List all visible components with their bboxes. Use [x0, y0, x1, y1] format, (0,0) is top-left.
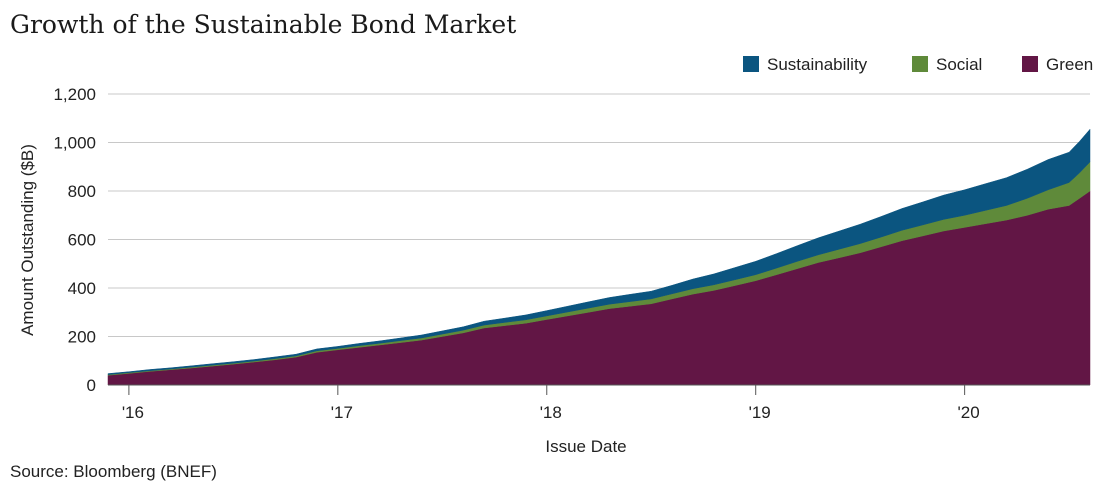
- y-tick-label: 0: [87, 376, 96, 395]
- source-note: Source: Bloomberg (BNEF): [10, 462, 217, 481]
- legend-swatch-social: [912, 56, 928, 72]
- legend-label-sustainability: Sustainability: [767, 55, 868, 74]
- y-tick-label: 200: [68, 328, 96, 347]
- legend-swatch-sustainability: [743, 56, 759, 72]
- y-tick-label: 1,000: [53, 134, 96, 153]
- plot-area: [107, 128, 1091, 386]
- legend-label-green: Green: [1046, 55, 1093, 74]
- x-axis-label: Issue Date: [545, 437, 626, 456]
- y-tick-label: 600: [68, 231, 96, 250]
- legend: Sustainability Social Green: [743, 55, 1093, 74]
- y-tick-label: 1,200: [53, 85, 96, 104]
- y-axis: 0 200 400 600 800 1,000 1,200: [53, 85, 96, 395]
- area-sustainability: [107, 128, 1091, 375]
- y-tick-label: 400: [68, 279, 96, 298]
- legend-label-social: Social: [936, 55, 982, 74]
- x-tick-label: '16: [122, 403, 144, 422]
- x-tick-label: '17: [331, 403, 353, 422]
- chart-title: Growth of the Sustainable Bond Market: [10, 10, 516, 39]
- x-tick-label: '19: [749, 403, 771, 422]
- x-tick-label: '18: [540, 403, 562, 422]
- y-tick-label: 800: [68, 182, 96, 201]
- legend-swatch-green: [1022, 56, 1038, 72]
- x-tick-label: '20: [958, 403, 980, 422]
- x-axis: '16 '17 '18 '19 '20: [108, 384, 1090, 422]
- y-axis-label: Amount Outstanding ($B): [18, 144, 37, 336]
